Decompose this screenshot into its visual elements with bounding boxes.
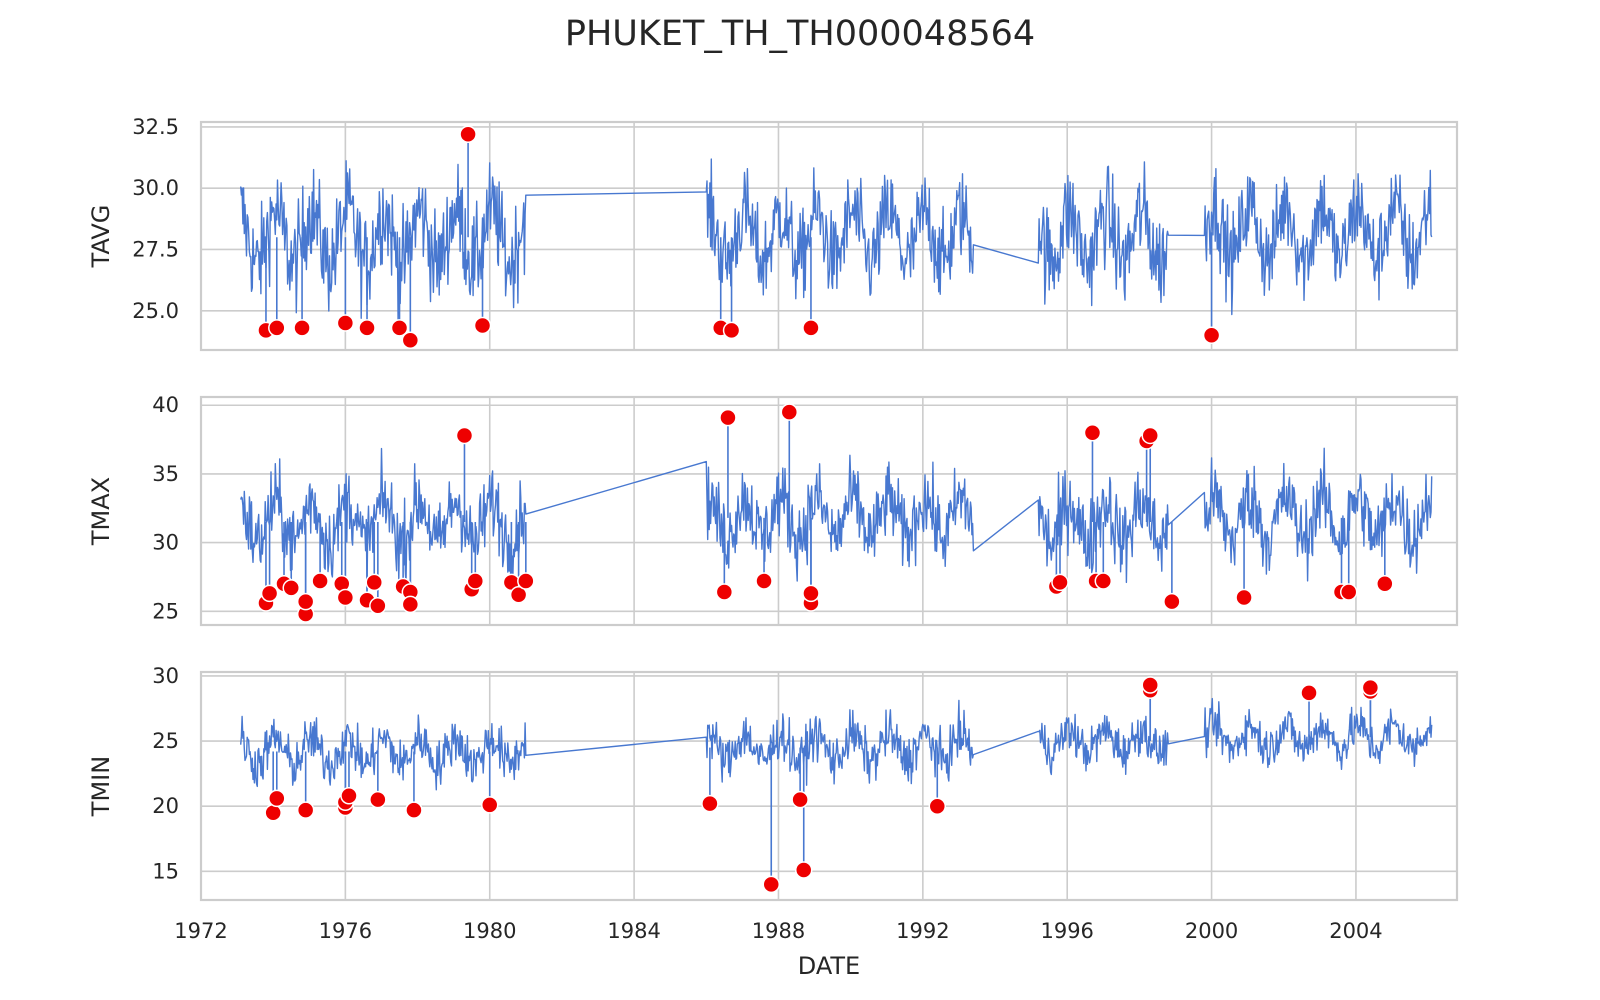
anomaly-point bbox=[293, 319, 311, 337]
y-tick-label: 30 bbox=[152, 531, 179, 555]
x-tick-label: 1976 bbox=[319, 919, 372, 943]
anomaly-point bbox=[340, 787, 358, 805]
anomaly-point bbox=[802, 319, 820, 337]
anomaly-point bbox=[1235, 588, 1253, 607]
anomaly-point bbox=[473, 316, 492, 335]
anomaly-point bbox=[1094, 572, 1113, 590]
y-tick-label: 27.5 bbox=[132, 237, 179, 261]
anomaly-point bbox=[701, 794, 719, 813]
anomaly-point bbox=[405, 801, 423, 819]
panel-tavg: 25.0 27.5 30.0 32.5 TAVG bbox=[87, 115, 1459, 352]
anomaly-point bbox=[722, 321, 741, 340]
axes-frame bbox=[199, 395, 1459, 627]
x-tick-label: 1984 bbox=[607, 919, 660, 943]
anomaly-point bbox=[390, 319, 409, 337]
anomaly-point bbox=[358, 319, 376, 337]
anomaly-point bbox=[509, 586, 528, 604]
x-axis-label: DATE bbox=[798, 952, 860, 980]
x-tick-label: 2004 bbox=[1329, 919, 1382, 943]
y-tick-label: 25.0 bbox=[132, 299, 179, 323]
y-tick-label: 25 bbox=[152, 599, 179, 623]
anomaly-point bbox=[480, 796, 499, 814]
series-line bbox=[240, 697, 1433, 791]
x-tick-label: 1996 bbox=[1040, 919, 1093, 943]
anomaly-point bbox=[715, 583, 734, 601]
anomaly-point bbox=[296, 801, 315, 819]
anomaly-point bbox=[1361, 678, 1380, 697]
anomaly-point bbox=[264, 803, 282, 822]
anomaly-point bbox=[369, 790, 387, 809]
y-tick-label: 32.5 bbox=[132, 115, 179, 139]
axes-frame bbox=[199, 670, 1459, 902]
anomaly-point bbox=[1300, 684, 1318, 702]
axes-frame bbox=[199, 120, 1459, 352]
anomaly-point bbox=[1083, 423, 1102, 442]
anomaly-point bbox=[311, 572, 329, 590]
y-tick-label: 30 bbox=[152, 664, 179, 688]
anomaly-point bbox=[401, 595, 420, 614]
anomaly-point bbox=[1051, 573, 1069, 592]
y-tick-label: 35 bbox=[152, 462, 179, 486]
anomaly-point bbox=[369, 597, 387, 615]
x-tick-label: 2000 bbox=[1185, 919, 1238, 943]
anomaly-point bbox=[296, 592, 315, 611]
anomaly-point bbox=[1202, 326, 1221, 345]
anomaly-point bbox=[1376, 575, 1394, 593]
panel-tmax: 25 30 35 40 TMAX bbox=[87, 393, 1459, 627]
anomaly-point bbox=[268, 319, 286, 337]
anomaly-point bbox=[260, 584, 279, 603]
series-line bbox=[240, 447, 1433, 592]
anomaly-point bbox=[780, 403, 799, 421]
x-tick-label: 1988 bbox=[752, 919, 805, 943]
anomaly-point bbox=[1163, 592, 1181, 611]
y-axis-label: TAVG bbox=[87, 205, 115, 269]
anomaly-point bbox=[517, 572, 535, 590]
anomaly-point bbox=[802, 584, 820, 603]
anomaly-point bbox=[1141, 676, 1159, 694]
anomaly-point bbox=[336, 588, 355, 607]
y-tick-label: 25 bbox=[152, 729, 179, 753]
anomaly-point bbox=[268, 789, 286, 808]
anomaly-point bbox=[1141, 426, 1159, 445]
panel-tmin: 15 20 25 30 TMIN 1972 1976 1980 1984 1988 1992 1996… bbox=[87, 664, 1459, 980]
x-tick-label: 1972 bbox=[174, 919, 227, 943]
anomaly-point bbox=[1339, 583, 1358, 601]
anomaly-point bbox=[365, 573, 383, 592]
y-tick-label: 30.0 bbox=[132, 176, 179, 200]
anomaly-point bbox=[762, 875, 781, 894]
anomaly-point bbox=[794, 861, 813, 879]
anomaly-point bbox=[466, 572, 485, 590]
anomaly-point bbox=[755, 572, 773, 590]
anomaly-point bbox=[455, 426, 474, 445]
y-tick-label: 20 bbox=[152, 794, 179, 818]
series-line bbox=[240, 158, 1433, 323]
x-tick-label: 1992 bbox=[896, 919, 949, 943]
anomaly-point bbox=[282, 579, 300, 597]
x-tick-label: 1980 bbox=[463, 919, 516, 943]
anomaly-point bbox=[791, 790, 809, 809]
y-axis-label: TMAX bbox=[87, 477, 115, 546]
figure-title: PHUKET_TH_TH000048564 bbox=[564, 14, 1036, 54]
y-tick-label: 15 bbox=[152, 859, 179, 883]
y-tick-label: 40 bbox=[152, 393, 179, 417]
y-axis-label: TMIN bbox=[87, 756, 115, 817]
anomaly-point bbox=[928, 797, 947, 815]
anomaly-point bbox=[336, 314, 355, 332]
anomaly-point bbox=[401, 331, 420, 349]
anomaly-point bbox=[459, 125, 477, 144]
anomaly-point bbox=[719, 408, 737, 427]
